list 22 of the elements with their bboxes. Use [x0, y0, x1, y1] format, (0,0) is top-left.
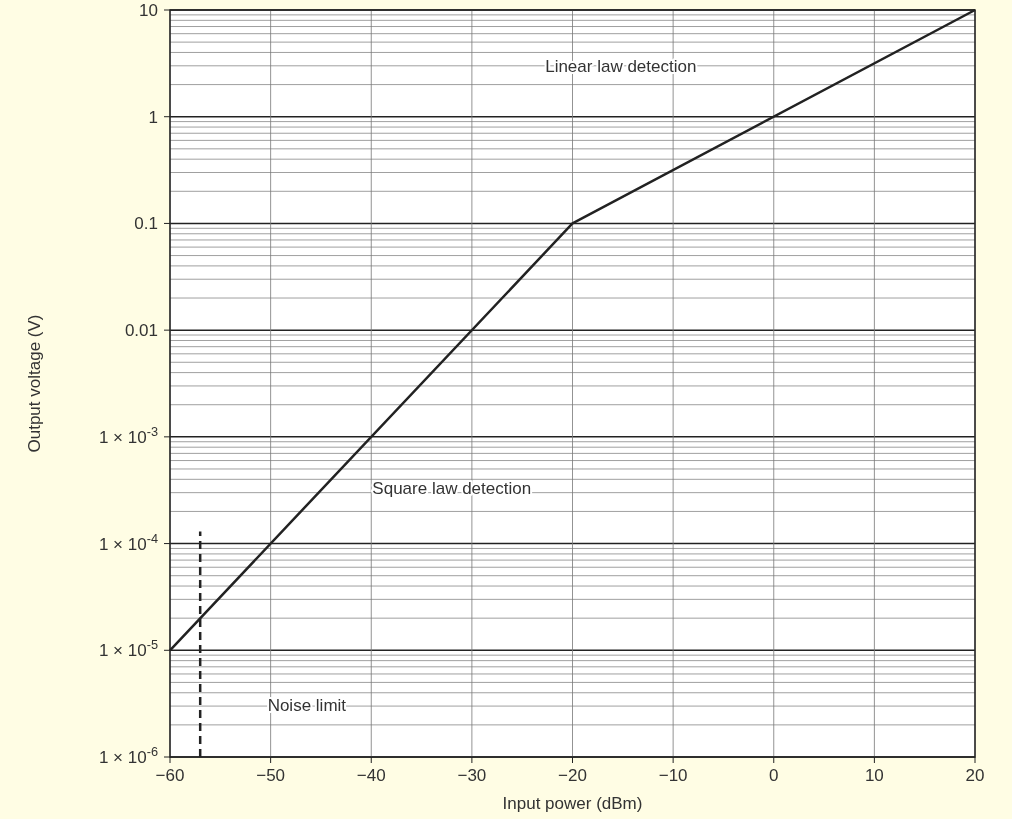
y-tick-label: 0.01 — [124, 321, 158, 341]
annotation: Noise limit — [267, 695, 347, 715]
x-tick-label: 0 — [769, 766, 779, 785]
annotation: Linear law detection — [545, 57, 697, 77]
y-tick-label: 0.1 — [134, 214, 158, 234]
y-tick-label: 1 — [148, 107, 158, 127]
y-tick-label: 1 × 10$^{-6}$ — [98, 743, 158, 767]
y-axis-title: Output voltage (V) — [25, 314, 44, 453]
y-tick-label: 1 × 10$^{-4}$ — [98, 530, 158, 554]
x-axis-title: Input power (dBm) — [502, 794, 643, 813]
annotation: Square law detection — [372, 479, 532, 499]
x-tick-label: −40 — [356, 766, 386, 785]
x-tick-label: 20 — [965, 766, 985, 785]
x-tick-label: −20 — [558, 766, 587, 785]
y-tick-label: 10 — [139, 1, 158, 20]
x-tick-label: −30 — [457, 766, 487, 785]
x-tick-label: −60 — [155, 766, 185, 785]
y-tick-label: 1 × 10$^{-3}$ — [98, 423, 158, 447]
x-tick-label: −10 — [658, 766, 688, 785]
y-tick-label: 1 × 10$^{-5}$ — [98, 636, 158, 661]
x-tick-label: −50 — [256, 766, 286, 785]
x-tick-label: 10 — [864, 766, 884, 785]
